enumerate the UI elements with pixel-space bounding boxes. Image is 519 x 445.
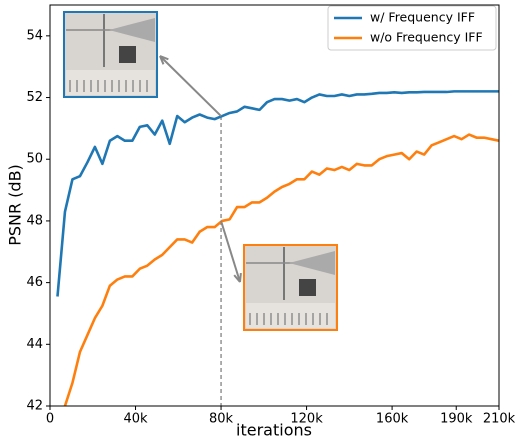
legend-label: w/o Frequency IFF xyxy=(370,30,483,45)
inset-square xyxy=(299,279,316,296)
arrow xyxy=(220,220,241,283)
y-tick-label: 46 xyxy=(26,275,43,290)
series-line xyxy=(63,133,499,406)
x-tick-label: 190k xyxy=(440,412,473,427)
y-tick-label: 54 xyxy=(26,28,43,43)
x-tick-label: 0 xyxy=(46,412,54,427)
plot-frame xyxy=(49,4,500,407)
inset-wedge xyxy=(289,251,335,275)
x-tick-label: 210k xyxy=(483,412,516,427)
inset-wedge xyxy=(109,18,155,42)
y-axis-label: PSNR (dB) xyxy=(6,164,25,246)
inset-band xyxy=(246,303,335,328)
legend-box xyxy=(327,5,497,51)
arrow-head xyxy=(233,272,242,283)
x-tick-label: 80k xyxy=(209,412,234,427)
y-tick-label: 42 xyxy=(26,399,43,414)
x-tick-label: 160k xyxy=(376,412,409,427)
x-tick-label: 120k xyxy=(290,412,323,427)
arrow-head xyxy=(159,55,169,65)
y-tick-label: 52 xyxy=(26,90,43,105)
arrow xyxy=(159,55,222,117)
series-line xyxy=(56,90,499,297)
y-tick-label: 44 xyxy=(26,337,43,352)
y-tick-label: 48 xyxy=(26,213,43,228)
x-axis-label: iterations xyxy=(236,421,312,440)
inset-band xyxy=(66,70,155,95)
legend-label: w/ Frequency IFF xyxy=(370,10,475,25)
legend: w/ Frequency IFF w/o Frequency IFF xyxy=(327,5,497,51)
y-tick-label: 50 xyxy=(26,152,43,167)
inset-square xyxy=(119,46,136,63)
inset-image xyxy=(243,244,338,331)
inset-image xyxy=(63,11,158,98)
x-tick-label: 40k xyxy=(123,412,148,427)
